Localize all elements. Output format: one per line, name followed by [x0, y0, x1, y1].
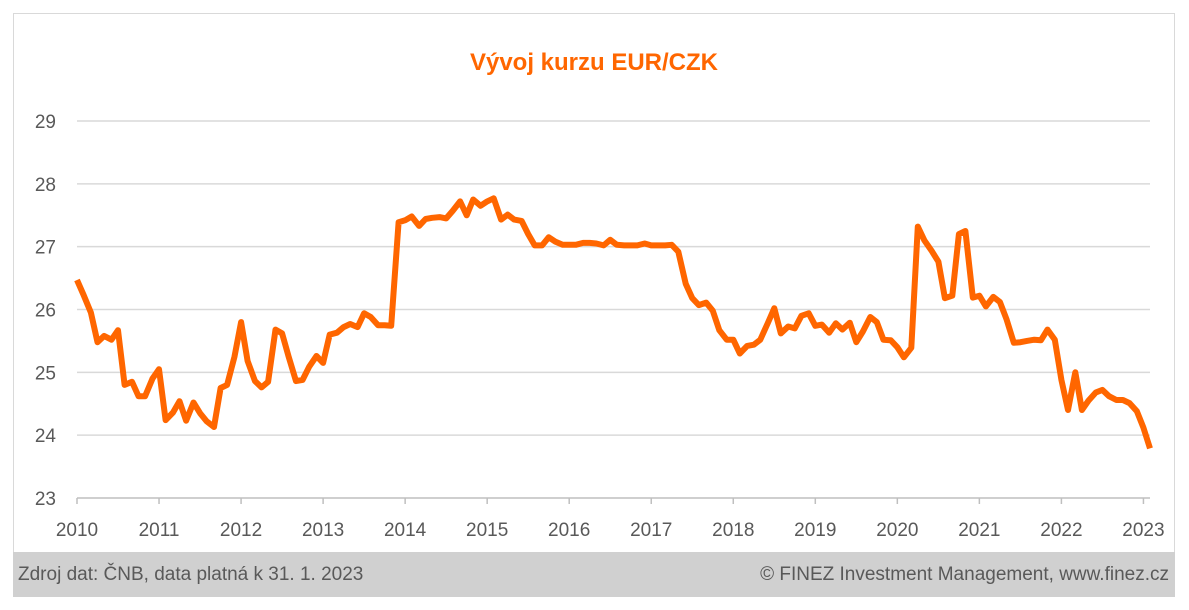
x-tick-label: 2013	[302, 520, 344, 541]
y-tick-label: 23	[35, 489, 56, 510]
y-tick-label: 26	[35, 301, 56, 322]
y-tick-label: 25	[35, 363, 56, 384]
x-tick-label: 2021	[958, 520, 1000, 541]
y-tick-label: 28	[35, 175, 56, 196]
x-tick-label: 2019	[794, 520, 836, 541]
exchange-rate-chart: Vývoj kurzu EUR/CZK 23 24 25 26 27 28 29 2010 2…	[35, 49, 1165, 541]
copyright-note: © FINEZ Investment Management, www.finez…	[760, 563, 1169, 585]
chart-title: Vývoj kurzu EUR/CZK	[470, 49, 719, 76]
x-tick-label: 2012	[220, 520, 262, 541]
footer-bar: Zdroj dat: ČNB, data platná k 31. 1. 202…	[13, 552, 1175, 597]
x-tick-label: 2016	[548, 520, 590, 541]
x-tick-label: 2014	[384, 520, 427, 541]
y-tick-label: 29	[35, 112, 56, 133]
x-tick-label: 2015	[466, 520, 508, 541]
y-tick-label: 27	[35, 238, 56, 259]
y-tick-label: 24	[35, 426, 57, 447]
x-tick-label: 2010	[56, 520, 98, 541]
eur-czk-series-line	[74, 195, 1153, 450]
x-tick-label: 2022	[1040, 520, 1082, 541]
x-tick-label: 2017	[630, 520, 672, 541]
x-tick-label: 2018	[712, 520, 754, 541]
data-source-note: Zdroj dat: ČNB, data platná k 31. 1. 202…	[18, 563, 364, 585]
x-tick-label: 2011	[139, 520, 180, 541]
x-tick-label: 2023	[1122, 520, 1164, 541]
x-tick-label: 2020	[876, 520, 918, 541]
chart-frame	[13, 13, 1175, 597]
